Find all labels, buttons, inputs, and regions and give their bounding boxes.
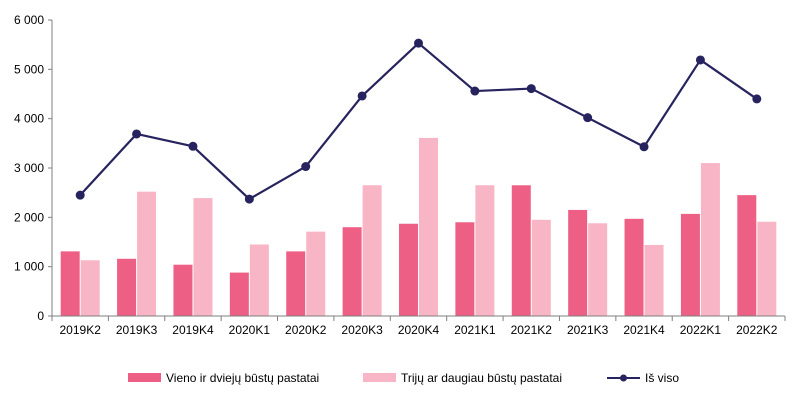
legend-label: Vieno ir dviejų būstų pastatai [166,371,319,385]
y-tick-label: 4 000 [14,112,44,126]
bar-vieno-ir-dvieju-2019K3 [117,258,137,316]
point-is-viso-2021K3 [583,113,593,123]
x-tick-label: 2019K2 [60,323,102,337]
point-is-viso-2020K4 [414,38,423,48]
bar-triju-ar-daugiau-2020K2 [306,231,326,316]
bar-vieno-ir-dvieju-2019K4 [173,264,193,316]
x-tick-label: 2020K1 [229,323,271,337]
bar-triju-ar-daugiau-2020K4 [419,137,438,316]
point-is-viso-2019K4 [188,141,198,151]
bar-triju-ar-daugiau-2021K4 [644,244,664,316]
legend-swatch-marker [620,374,627,382]
x-tick-label: 2020K2 [285,323,327,337]
axes-layer: 0 1 000 2 000 3 000 4 000 5 000 6 000 2019K2 201… [14,13,786,337]
bar-vieno-ir-dvieju-2022K2 [737,195,757,316]
bar-vieno-ir-dvieju-2022K1 [680,213,700,316]
bar-triju-ar-daugiau-2019K3 [137,191,157,316]
legend-swatch [363,373,396,382]
legend-label: Trijų ar daugiau būstų pastatai [401,371,562,385]
legend-item-3: Iš viso [607,371,679,385]
point-is-viso-2021K2 [526,84,536,94]
x-tick-label: 2022K2 [736,323,778,337]
legend: Vieno ir dviejų būstų pastatai Trijų ar d… [128,371,679,385]
bar-triju-ar-daugiau-2022K2 [757,221,777,316]
x-tick-label: 2021K2 [511,323,553,337]
bar-vieno-ir-dvieju-2021K4 [624,218,644,316]
y-tick-label: 3 000 [14,161,44,175]
bar-triju-ar-daugiau-2020K1 [249,244,269,316]
bar-triju-ar-daugiau-2021K2 [531,219,551,316]
bar-vieno-ir-dvieju-2020K2 [286,251,306,316]
y-tick-label: 2 000 [14,210,44,224]
x-tick-label: 2021K3 [567,323,609,337]
bar-triju-ar-daugiau-2019K4 [193,198,213,316]
x-tick-label: 2020K3 [341,323,383,337]
point-is-viso-2021K1 [470,86,480,96]
x-tick-label: 2022K1 [680,323,722,337]
line-is-viso [79,42,758,201]
point-is-viso-2020K3 [357,91,367,101]
bar-vieno-ir-dvieju-2021K3 [568,209,588,316]
x-tick-label: 2021K4 [623,323,665,337]
x-tick-label: 2020K4 [398,323,440,337]
bar-vieno-ir-dvieju-2019K2 [60,251,80,316]
x-tick-label: 2019K4 [172,323,214,337]
y-tick-label: 6 000 [14,13,44,27]
point-is-viso-2020K1 [244,194,254,204]
bar-triju-ar-daugiau-2022K1 [700,163,720,316]
legend-item-1: Vieno ir dviejų būstų pastatai [128,371,319,385]
legend-item-2: Trijų ar daugiau būstų pastatai [363,371,562,385]
point-is-viso-2021K4 [639,142,649,152]
point-is-viso-2020K2 [301,162,311,172]
bar-vieno-ir-dvieju-2020K3 [342,227,362,316]
y-tick-label: 5 000 [14,62,44,76]
bar-triju-ar-daugiau-2021K3 [588,223,608,316]
bar-vieno-ir-dvieju-2020K4 [399,223,418,316]
point-is-viso-2019K2 [75,190,85,200]
x-tick-label: 2019K3 [116,323,158,337]
y-tick-label: 0 [37,309,44,323]
point-is-viso-2022K2 [752,94,762,104]
y-tick-label: 1 000 [14,260,44,274]
point-is-viso-2019K3 [132,129,142,139]
bar-vieno-ir-dvieju-2021K1 [455,222,475,316]
bar-vieno-ir-dvieju-2021K2 [511,185,531,316]
bar-triju-ar-daugiau-2021K1 [475,185,495,316]
legend-swatch [128,373,161,382]
bar-vieno-ir-dvieju-2020K1 [229,272,249,316]
bar-triju-ar-daugiau-2019K2 [80,260,100,316]
bars-layer [60,137,777,316]
legend-label: Iš viso [645,371,679,385]
bar-triju-ar-daugiau-2020K3 [362,185,382,316]
line-layer [75,38,762,204]
x-tick-label: 2021K1 [454,323,496,337]
point-is-viso-2022K1 [695,55,705,65]
